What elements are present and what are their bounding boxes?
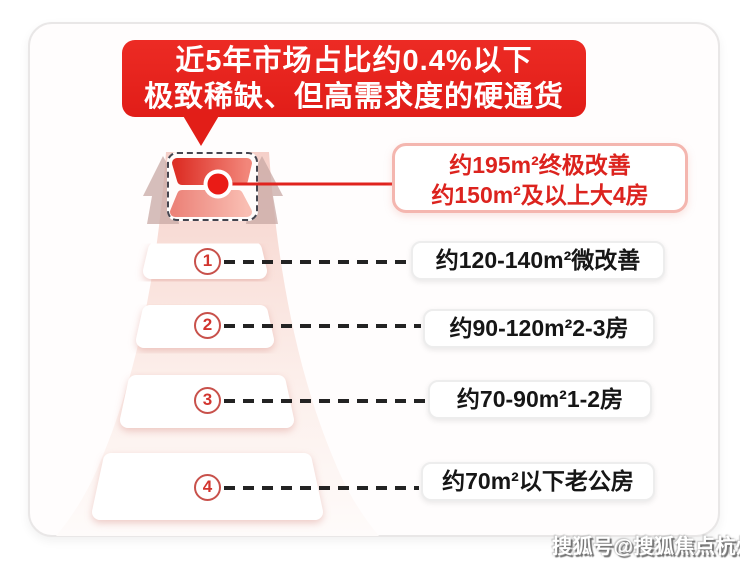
- level-3-number-badge: 3: [194, 387, 221, 414]
- banner-pointer-triangle: [182, 114, 220, 146]
- level-3-dash-line: [224, 399, 426, 403]
- watermark-text: 搜狐号@搜狐焦点杭州站: [552, 536, 740, 558]
- peak-callout-line1: 约195m²终极改善: [449, 152, 631, 178]
- banner-bubble: 近5年市场占比约0.4%以下 极致稀缺、但高需求度的硬通货: [122, 40, 586, 117]
- level-1-number-badge: 1: [194, 248, 221, 275]
- banner-line1: 近5年市场占比约0.4%以下: [175, 45, 533, 77]
- level-2-label: 约90-120m²2-3房: [423, 309, 655, 348]
- peak-callout-box: 约195m²终极改善 约150m²及以上大4房: [392, 143, 688, 213]
- level-4-label: 约70m²以下老公房: [421, 462, 655, 501]
- level-1-label: 约120-140m²微改善: [411, 241, 665, 280]
- level-4-number-badge: 4: [194, 474, 221, 501]
- level-4-dash-line: [224, 486, 419, 490]
- level-2-dash-line: [224, 324, 421, 328]
- banner-line2: 极致稀缺、但高需求度的硬通货: [143, 81, 564, 113]
- level-3-label: 约70-90m²1-2房: [428, 380, 652, 419]
- level-1-dash-line: [224, 260, 410, 264]
- level-2-number-badge: 2: [194, 312, 221, 339]
- peak-callout-line2: 约150m²及以上大4房: [431, 182, 649, 208]
- peak-dashed-box: [167, 152, 258, 221]
